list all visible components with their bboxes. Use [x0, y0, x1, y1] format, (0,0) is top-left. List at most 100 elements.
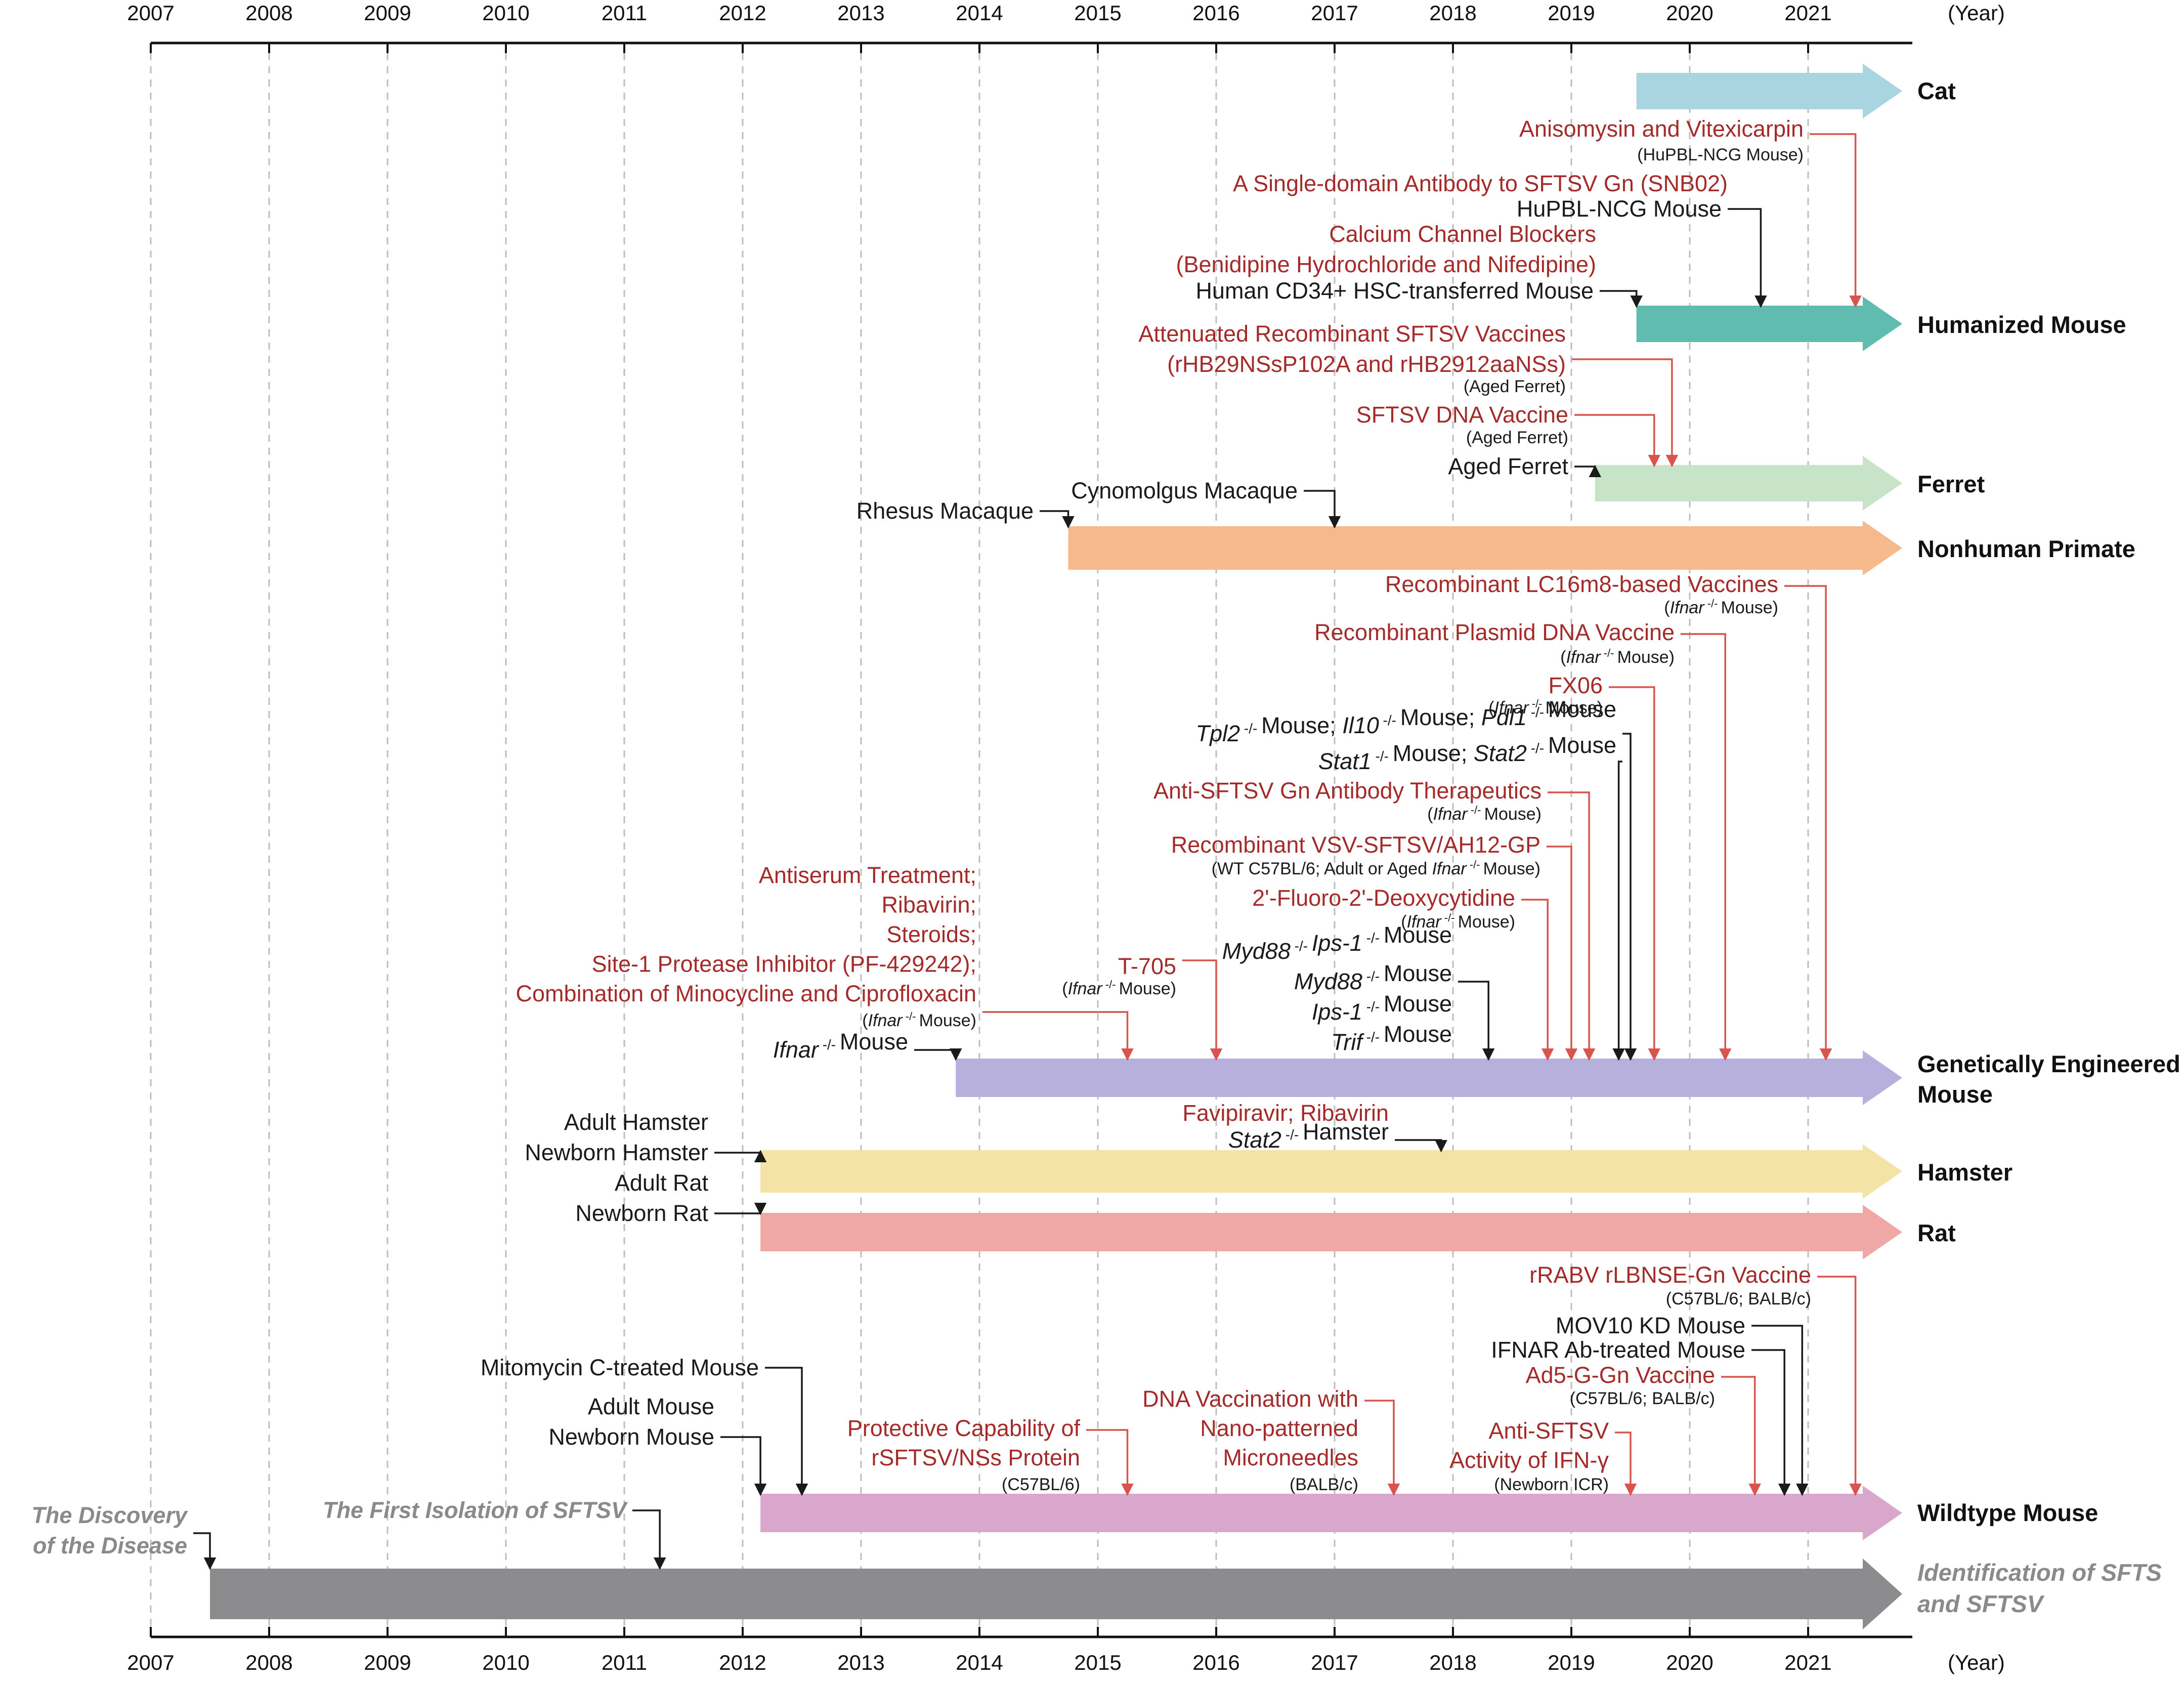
annotation-lc16m8: Recombinant LC16m8-based Vaccines	[1385, 571, 1778, 597]
row-label-nhp: Nonhuman Primate	[1917, 535, 2135, 562]
annotation-ad5-model: (C57BL/6; BALB/c)	[1570, 1389, 1715, 1408]
annotation-fx06-model: (Ifnar -/- Mouse)	[1488, 697, 1603, 718]
bottom-year-label-2012: 2012	[719, 1651, 766, 1674]
annotation-nss-line-2: rSFTSV/NSs Protein	[871, 1445, 1080, 1470]
connector-rrabv	[1817, 1276, 1862, 1496]
connector-dna_ferret	[1574, 414, 1661, 468]
annotation-microneedles-line-3: Microneedles	[1223, 1445, 1358, 1470]
annotation-attenuated-model: (Aged Ferret)	[1464, 377, 1566, 396]
bar-sfts	[210, 1558, 1902, 1629]
connector-rhesus	[1040, 510, 1075, 529]
connector-ifn_gamma	[1615, 1431, 1637, 1496]
connector-attenuated	[1572, 358, 1679, 468]
annotation-first_isolation: The First Isolation of SFTSV	[323, 1497, 628, 1523]
annotation-plasmid: Recombinant Plasmid DNA Vaccine	[1314, 619, 1675, 645]
annotation-antign: Anti-SFTSV Gn Antibody Therapeutics	[1153, 778, 1541, 804]
annotation-ccb-line-2: (Benidipine Hydrochloride and Nifedipine…	[1176, 251, 1596, 277]
annotation-dna_ferret: SFTSV DNA Vaccine	[1356, 402, 1568, 428]
annotation-attenuated-line-1: Attenuated Recombinant SFTSV Vaccines	[1138, 321, 1566, 347]
top-year-label-2007: 2007	[127, 1, 174, 25]
annotation-snb02: A Single-domain Antibody to SFTSV Gn (SN…	[1233, 171, 1728, 196]
annotation-newborn_hamster: Newborn Hamster	[525, 1140, 708, 1165]
row-label-cat: Cat	[1917, 77, 1956, 104]
row-label-humanized: Humanized Mouse	[1917, 311, 2126, 338]
annotation-dna_ferret-model: (Aged Ferret)	[1466, 428, 1568, 447]
connector-microneedles	[1364, 1400, 1400, 1496]
row-label-sfts-line-1: Identification of SFTS	[1917, 1559, 2162, 1586]
bottom-year-label-2016: 2016	[1192, 1651, 1239, 1674]
connector-tpl2	[1622, 733, 1637, 1061]
row-label-ferret: Ferret	[1917, 471, 1985, 497]
annotation-t705-model: (Ifnar -/- Mouse)	[1062, 978, 1176, 998]
top-year-axis: 2007 2008 2009 2010 2011 2012 2013 2014 2015 2016…	[127, 1, 2005, 53]
annotation-adult_hamster: Adult Hamster	[564, 1109, 708, 1135]
top-year-label-2009: 2009	[364, 1, 411, 25]
top-year-label-2012: 2012	[719, 1, 766, 25]
annotation-cd34: Human CD34+ HSC-transferred Mouse	[1195, 278, 1594, 304]
bottom-year-label-2015: 2015	[1074, 1651, 1121, 1674]
bar-nhp	[1068, 521, 1902, 575]
bottom-year-label-2017: 2017	[1311, 1651, 1358, 1674]
connector-aged_ferret	[1574, 465, 1602, 478]
annotation-cynomolgus: Cynomolgus Macaque	[1071, 478, 1298, 503]
bottom-axis-unit-label: (Year)	[1948, 1651, 2005, 1674]
annotation-labels: Cat Humanized Mouse Ferret Nonhuman Primate…	[31, 77, 2180, 1617]
top-year-label-2019: 2019	[1548, 1, 1595, 25]
row-label-gem-line-2: Mouse	[1917, 1081, 1993, 1108]
annotation-antiserum-model: (Ifnar -/- Mouse)	[862, 1010, 976, 1030]
top-year-label-2021: 2021	[1784, 1, 1831, 25]
connector-antign	[1548, 791, 1596, 1061]
annotation-hupbl: HuPBL-NCG Mouse	[1517, 196, 1722, 222]
annotation-fx06: FX06	[1548, 672, 1603, 698]
bottom-year-label-2007: 2007	[127, 1651, 174, 1674]
annotation-ad5: Ad5-G-Gn Vaccine	[1526, 1362, 1715, 1388]
annotation-ifn_gamma-line-1: Anti-SFTSV	[1488, 1418, 1609, 1444]
row-label-rat: Rat	[1917, 1219, 1956, 1246]
bottom-year-label-2013: 2013	[837, 1651, 884, 1674]
top-year-label-2018: 2018	[1429, 1, 1476, 25]
annotation-ifnar_ab: IFNAR Ab-treated Mouse	[1491, 1337, 1745, 1363]
connector-newborn_mouse	[720, 1436, 767, 1496]
annotation-favipiravir: Favipiravir; Ribavirin	[1182, 1100, 1389, 1126]
annotation-microneedles-line-2: Nano-patterned	[1200, 1415, 1358, 1441]
annotation-stat1: Stat1 -/- Mouse; Stat2 -/- Mouse	[1318, 732, 1616, 774]
connector-hupbl	[1728, 208, 1767, 308]
row-label-hamster: Hamster	[1917, 1159, 2012, 1186]
connector-first_isolation	[632, 1509, 666, 1570]
connector-ad5	[1721, 1376, 1761, 1496]
annotation-attenuated-line-2: (rHB29NSsP102A and rHB2912aaNSs)	[1167, 351, 1566, 377]
connector-vsv	[1547, 846, 1578, 1061]
annotation-antiserum-line-5: Combination of Minocycline and Ciproflox…	[516, 981, 976, 1006]
connector-t705	[1182, 959, 1223, 1061]
annotation-newborn_mouse: Newborn Mouse	[548, 1424, 714, 1450]
bottom-year-label-2020: 2020	[1666, 1651, 1713, 1674]
top-year-label-2008: 2008	[245, 1, 292, 25]
annotation-ifnar: Ifnar -/- Mouse	[773, 1029, 908, 1063]
annotation-connectors	[193, 133, 1862, 1570]
row-label-sfts-line-2: and SFTSV	[1917, 1590, 2045, 1617]
bar-rat	[760, 1205, 1902, 1259]
connector-antiserum	[982, 1011, 1134, 1061]
connector-mitomycin	[765, 1367, 808, 1496]
annotation-fluoro-model: (Ifnar -/- Mouse)	[1401, 911, 1515, 932]
bar-cat	[1636, 64, 1902, 118]
annotation-antiserum-line-2: Ribavirin;	[881, 892, 976, 918]
annotation-adult_mouse: Adult Mouse	[588, 1394, 714, 1419]
connector-stat2_hamster	[1395, 1139, 1447, 1153]
bottom-year-label-2018: 2018	[1429, 1651, 1476, 1674]
annotation-ips: Ips-1 -/- Mouse	[1312, 991, 1452, 1025]
annotation-microneedles-line-1: DNA Vaccination with	[1142, 1386, 1358, 1412]
connector-stat1	[1612, 761, 1625, 1061]
annotation-rrabv: rRABV rLBNSE-Gn Vaccine	[1529, 1262, 1811, 1288]
annotation-tpl2: Tpl2 -/- Mouse; Il10 -/- Mouse; Pdl1 -/-…	[1196, 696, 1616, 746]
annotation-microneedles-model: (BALB/c)	[1290, 1475, 1358, 1494]
top-year-label-2013: 2013	[837, 1, 884, 25]
annotation-ifn_gamma-model: (Newborn ICR)	[1494, 1475, 1609, 1494]
connector-fx06	[1609, 686, 1661, 1061]
annotation-discovery-line-2: of the Disease	[33, 1533, 187, 1558]
annotation-rrabv-model: (C57BL/6; BALB/c)	[1666, 1289, 1811, 1309]
row-label-gem-line-1: Genetically Engineered	[1917, 1050, 2180, 1077]
bottom-year-axis: 2007 2008 2009 2010 2011 2012 2013 2014 2015 2016…	[127, 1627, 2005, 1674]
annotation-aged_ferret: Aged Ferret	[1448, 453, 1568, 479]
